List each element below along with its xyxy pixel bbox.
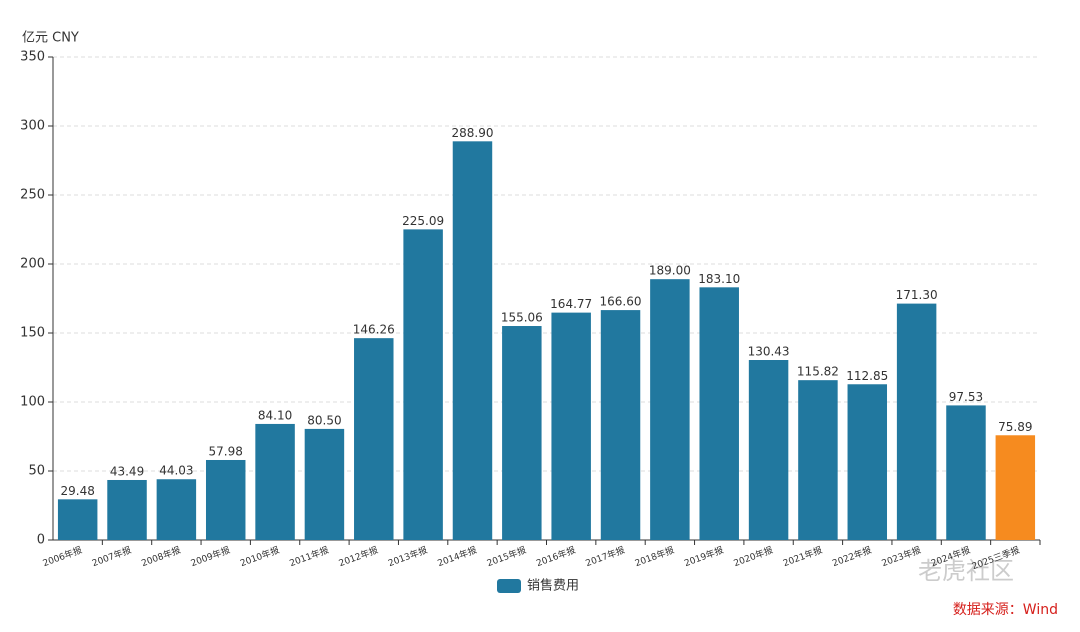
value-label: 29.48 [60,484,94,498]
bar [57,499,98,540]
value-label: 130.43 [748,345,790,359]
value-label: 183.10 [698,272,740,286]
x-tick-label: 2017年报 [584,544,627,569]
bar [600,310,641,540]
value-label: 75.89 [998,420,1032,434]
value-label: 171.30 [896,288,938,302]
x-tick-label: 2013年报 [386,544,429,569]
bar [946,405,986,540]
value-label: 164.77 [550,297,592,311]
x-tick-label: 2012年报 [337,544,380,569]
bar [798,380,838,540]
x-tick-label: 2010年报 [238,544,281,569]
x-tick-label: 2009年报 [189,544,232,569]
legend-swatch [497,579,521,593]
bar [699,287,739,540]
bar [304,428,345,540]
x-tick-label: 2008年报 [140,544,183,569]
value-label: 43.49 [110,464,144,478]
x-tick-label: 2019年报 [683,544,726,569]
value-label: 80.50 [307,413,341,427]
bar [847,384,888,540]
x-tick-label: 2016年报 [535,544,578,569]
y-tick-label: 50 [28,464,45,479]
value-label: 146.26 [353,323,395,337]
value-label: 288.90 [451,126,493,140]
value-label: 97.53 [949,390,983,404]
value-label: 57.98 [209,444,243,458]
bar [107,479,147,540]
y-tick-label: 100 [20,395,45,410]
x-tick-label: 2015年报 [485,544,528,569]
value-label: 84.10 [258,408,292,422]
value-label: 225.09 [402,214,444,228]
value-label: 112.85 [846,369,888,383]
y-tick-label: 350 [20,50,45,65]
x-tick-label: 2018年报 [633,544,676,569]
bar [452,141,493,540]
source: 数据来源：Wind [953,602,1058,618]
x-tick-label: 2020年报 [732,544,775,569]
value-label: 44.03 [159,464,193,478]
watermark: 老虎社区 [918,557,1014,585]
unit-label: 亿元 CNY [22,31,79,46]
bar [205,459,246,540]
y-tick-label: 200 [20,257,45,272]
value-label: 166.60 [600,295,642,309]
bar [551,312,591,540]
value-label: 189.00 [649,264,691,278]
y-tick-label: 250 [20,188,45,203]
bar [502,326,542,540]
x-tick-label: 2023年报 [880,544,923,569]
bar [896,303,937,540]
x-tick-label: 2021年报 [781,544,824,569]
bar [650,279,690,540]
legend-label: 销售费用 [527,578,579,594]
y-tick-label: 0 [37,533,45,548]
bar [403,229,443,540]
value-label: 115.82 [797,365,839,379]
x-tick-label: 2006年报 [41,544,84,569]
bar [255,423,295,540]
y-tick-label: 300 [20,119,45,134]
value-label: 155.06 [501,311,543,325]
y-tick-label: 150 [20,326,45,341]
bar [995,435,1036,540]
x-tick-label: 2022年报 [831,544,874,569]
bar [156,479,197,540]
x-tick-label: 2014年报 [436,544,479,569]
x-tick-label: 2007年报 [90,544,133,569]
bar [354,338,394,540]
bar [748,360,789,540]
x-tick-label: 2011年报 [288,544,331,569]
